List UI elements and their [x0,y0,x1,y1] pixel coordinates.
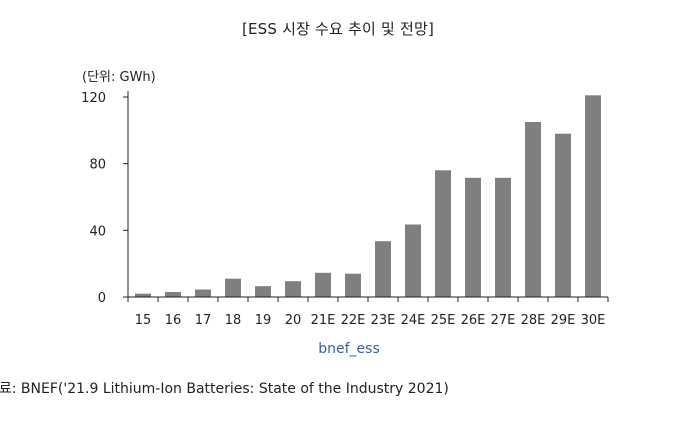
bar-15 [135,293,151,297]
bar-18 [225,278,241,297]
x-tick-label: 23E [371,313,396,328]
x-tick-label: 24E [401,313,426,328]
axes-group: 15 16 17 18 19 20 21E 22E 23E 24E 25E 26E 27E 28E 29E 3… [81,91,609,328]
x-tick-label: 22E [341,313,366,328]
x-tick-label: 15 [135,313,152,328]
source-note: 자료: BNEF('21.9 Lithium-Ion Batteries: St… [0,381,449,397]
bar-23E [375,241,391,297]
bar-28E [525,122,541,297]
x-tick-label: 30E [581,313,606,328]
unit-label: (단위: GWh) [82,70,156,85]
x-tick-label: 27E [491,313,516,328]
x-tick-label: 29E [551,313,576,328]
bar-26E [465,177,481,297]
bar-27E [495,177,511,297]
bars-group [135,95,601,297]
bar-17 [195,289,211,297]
x-tick-label: 19 [255,313,272,328]
y-tick-label: 40 [89,224,106,239]
y-tick-label: 120 [81,91,106,106]
bar-24E [405,224,421,297]
bar-20 [285,281,301,297]
x-tick-label: 17 [195,313,212,328]
x-tick-label: 21E [311,313,336,328]
x-tick-label: 20 [285,313,302,328]
y-tick-label: 80 [89,158,106,173]
x-tick-label: 18 [225,313,242,328]
bar-21E [315,272,331,297]
x-tick-label: 16 [165,313,182,328]
bar-25E [435,170,451,297]
chart-title: [ESS 시장 수요 추이 및 전망] [241,20,435,38]
x-tick-label: 26E [461,313,486,328]
bar-30E [585,95,601,297]
bar-22E [345,273,361,297]
x-tick-label: 25E [431,313,456,328]
bar-19 [255,286,271,297]
y-tick-label: 0 [98,291,106,306]
bar-29E [555,133,571,297]
bar-16 [165,292,181,297]
x-tick-label: 28E [521,313,546,328]
series-label: bnef_ess [318,341,380,357]
